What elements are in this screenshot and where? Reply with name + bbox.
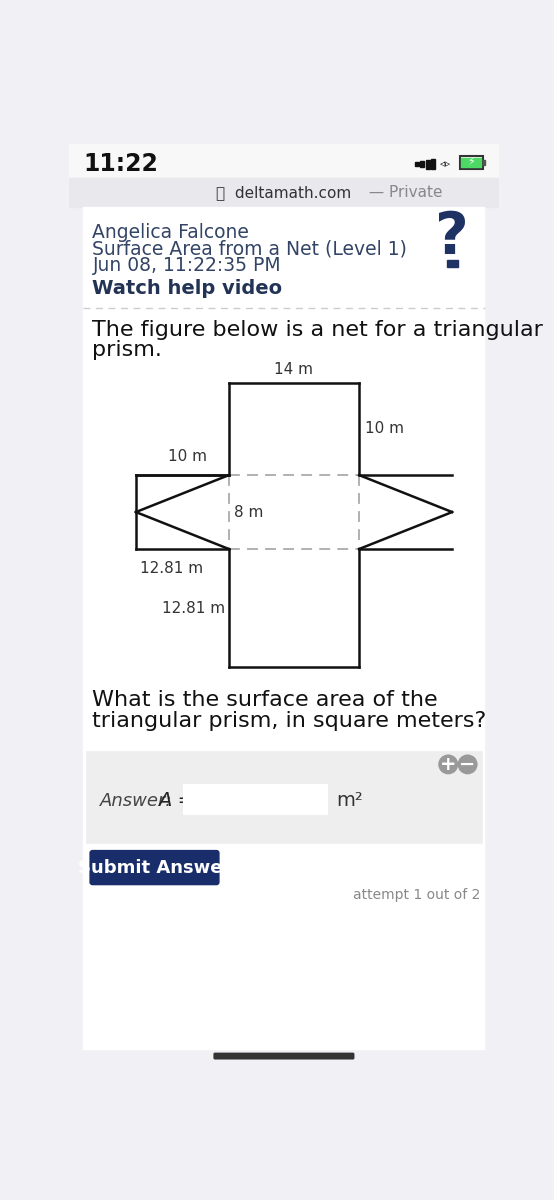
Text: Surface Area from a Net (Level 1): Surface Area from a Net (Level 1) bbox=[93, 240, 407, 258]
Text: attempt 1 out of 2: attempt 1 out of 2 bbox=[353, 888, 480, 902]
Bar bbox=[447, 259, 458, 268]
Circle shape bbox=[458, 755, 477, 774]
Text: 12.81 m: 12.81 m bbox=[140, 560, 203, 576]
Text: 11:22: 11:22 bbox=[83, 152, 158, 176]
Text: +: + bbox=[440, 755, 456, 774]
Bar bbox=[86, 750, 481, 842]
Bar bbox=[461, 158, 481, 167]
Text: 12.81 m: 12.81 m bbox=[162, 601, 225, 616]
Bar bbox=[184, 785, 327, 815]
Bar bbox=[69, 178, 499, 208]
Text: Submit Answer: Submit Answer bbox=[78, 858, 231, 876]
Bar bbox=[69, 144, 499, 178]
Text: Jun 08, 11:22:35 PM: Jun 08, 11:22:35 PM bbox=[93, 257, 281, 276]
Text: The figure below is a net for a triangular: The figure below is a net for a triangul… bbox=[93, 319, 543, 340]
Text: — Private: — Private bbox=[364, 185, 442, 200]
FancyBboxPatch shape bbox=[89, 850, 219, 886]
Text: m²: m² bbox=[337, 791, 363, 810]
Text: −: − bbox=[459, 755, 476, 774]
Text: prism.: prism. bbox=[93, 340, 162, 360]
Circle shape bbox=[439, 755, 458, 774]
Text: 🔒  deltamath.com: 🔒 deltamath.com bbox=[216, 185, 352, 200]
FancyBboxPatch shape bbox=[213, 1052, 355, 1060]
Text: 10 m: 10 m bbox=[167, 449, 207, 464]
Text: Watch help video: Watch help video bbox=[93, 278, 283, 298]
Bar bbox=[460, 156, 483, 169]
Text: 10 m: 10 m bbox=[365, 421, 403, 437]
Text: triangular prism, in square meters?: triangular prism, in square meters? bbox=[93, 710, 487, 731]
Bar bbox=[431, 158, 435, 169]
Text: What is the surface area of the: What is the surface area of the bbox=[93, 690, 438, 710]
Bar bbox=[426, 160, 429, 169]
Text: Angelica Falcone: Angelica Falcone bbox=[93, 222, 249, 241]
Text: A =: A = bbox=[158, 791, 194, 810]
Text: 14 m: 14 m bbox=[274, 361, 314, 377]
Text: 8 m: 8 m bbox=[234, 504, 264, 520]
Bar bbox=[483, 160, 485, 164]
Text: Answer:: Answer: bbox=[100, 792, 173, 810]
Bar bbox=[420, 161, 424, 167]
Text: ◃▹: ◃▹ bbox=[439, 160, 450, 169]
Text: ⚡: ⚡ bbox=[467, 157, 475, 168]
Text: ?: ? bbox=[435, 210, 469, 266]
Bar bbox=[415, 162, 419, 167]
